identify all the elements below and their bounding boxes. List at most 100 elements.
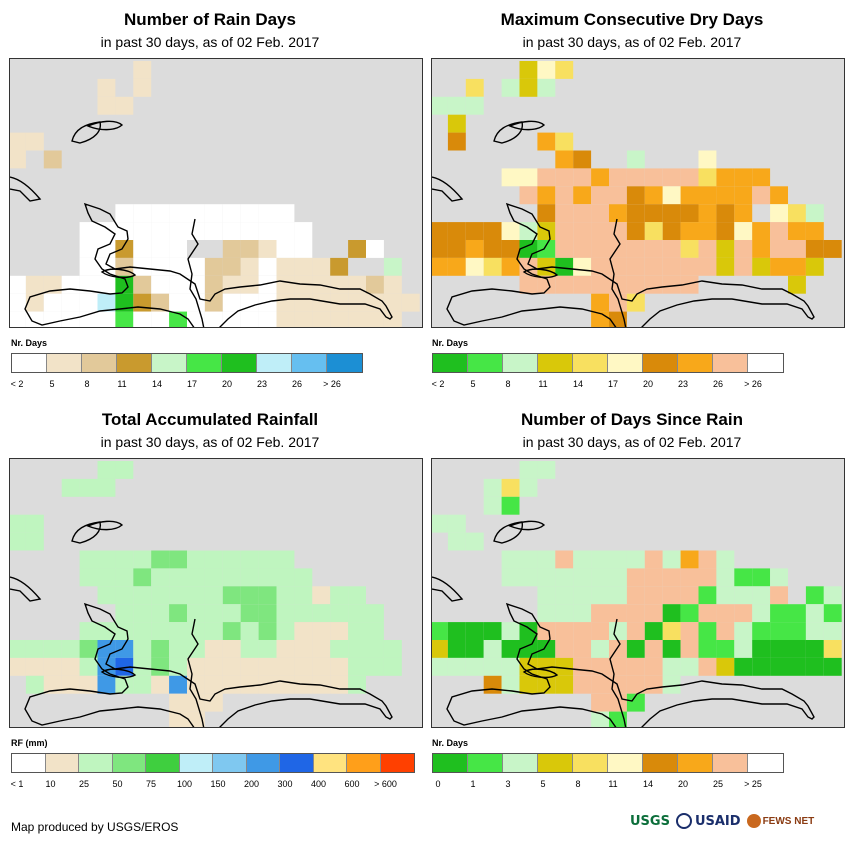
grid-cell: [169, 222, 187, 240]
legend-swatch: [573, 754, 608, 772]
legend-label: 1: [470, 779, 476, 789]
grid-cell: [240, 240, 259, 258]
grid-cell: [133, 222, 152, 240]
grid-cell: [151, 640, 170, 658]
grid-cell: [591, 257, 609, 276]
grid-cell: [187, 693, 205, 712]
grid-cell: [312, 604, 331, 623]
grid-cell: [151, 622, 170, 640]
grid-cell: [222, 257, 241, 276]
grid-cell: [10, 657, 26, 676]
island-outline: [493, 521, 524, 544]
grid-cell: [151, 311, 170, 327]
grid-cell: [555, 186, 574, 205]
grid-cell: [752, 257, 771, 276]
grid-cell: [169, 657, 187, 676]
grid-cell: [240, 604, 259, 623]
grid-cell: [770, 240, 788, 258]
grid-cell: [204, 568, 223, 587]
grid-cell: [788, 275, 806, 294]
grid-cell: [716, 257, 735, 276]
grid-cell: [537, 78, 556, 97]
grid-cell: [537, 586, 556, 605]
grid-cell: [519, 186, 538, 205]
grid-cell: [626, 222, 645, 240]
grid-cell: [258, 622, 277, 640]
grid-cell: [626, 168, 645, 187]
grid-cell: [348, 240, 366, 258]
grid-cell: [432, 96, 448, 115]
grid-cell: [716, 550, 735, 569]
grid-cell: [734, 640, 753, 658]
grid-cell: [447, 240, 466, 258]
grid-cell: [133, 78, 152, 97]
grid-cell: [770, 186, 788, 205]
grid-cell: [10, 514, 26, 533]
logo-strip: USGS USAID FEWS NET: [630, 806, 844, 836]
grid-cell: [366, 311, 384, 327]
grid-cell: [662, 675, 681, 694]
grid-cell: [43, 640, 62, 658]
grid-cell: [537, 461, 556, 479]
grid-cell: [752, 568, 771, 587]
legend-label: 10: [45, 779, 56, 789]
grid-cell: [609, 550, 627, 569]
grid-cell: [383, 640, 402, 658]
grid-cell: [483, 675, 502, 694]
grid-cell: [501, 478, 520, 497]
grid-cell: [258, 311, 277, 327]
grid-cell: [61, 640, 80, 658]
grid-cell: [97, 461, 116, 479]
fews-globe-icon: [746, 814, 761, 828]
grid-cell: [10, 640, 26, 658]
legend-swatch: [503, 754, 538, 772]
legend-swatch: [643, 354, 678, 372]
grid-cell: [97, 275, 116, 294]
grid-cell: [752, 222, 771, 240]
grid-cell: [79, 240, 98, 258]
grid-cell: [133, 293, 152, 312]
grid-cell: [823, 586, 842, 605]
grid-cell: [662, 168, 681, 187]
map-days-since-rain: [431, 458, 845, 728]
grid-cell: [537, 61, 556, 79]
grid-cell: [644, 186, 663, 205]
grid-cell: [25, 275, 44, 294]
grid-cell: [151, 293, 170, 312]
grid-cell: [97, 293, 116, 312]
legend-swatch: [12, 354, 47, 372]
legend-swatch: [45, 754, 79, 772]
grid-cell: [169, 550, 187, 569]
legend-swatch: [538, 754, 573, 772]
legend-label: 8: [84, 379, 90, 389]
grid-cell: [483, 496, 502, 515]
legend-swatch: [468, 754, 503, 772]
grid-cell: [294, 657, 313, 676]
grid-cell: [366, 622, 384, 640]
legend-swatch: [213, 754, 247, 772]
grid-cell: [609, 222, 627, 240]
legend-swatch: [347, 754, 381, 772]
legend-label: 300: [277, 779, 293, 789]
grid-cell: [573, 240, 592, 258]
legend-label: 75: [145, 779, 157, 789]
grid-cell: [501, 657, 520, 676]
grid-cell: [276, 657, 295, 676]
grid-cell: [276, 604, 295, 623]
grid-cell: [169, 275, 187, 294]
grid-cell: [519, 622, 538, 640]
grid-cell: [151, 275, 170, 294]
grid-cell: [501, 550, 520, 569]
legend-swatch: [82, 354, 117, 372]
grid-cell: [222, 293, 241, 312]
gonave-island: [100, 268, 137, 279]
grid-cell: [465, 657, 484, 676]
grid-cell: [483, 222, 502, 240]
grid-cell: [240, 222, 259, 240]
grid-cell: [805, 657, 824, 676]
grid-cell: [348, 622, 366, 640]
grid-cell: [330, 293, 349, 312]
grid-cell: [680, 204, 699, 223]
grid-cell: [537, 132, 556, 151]
grid-cell: [312, 257, 331, 276]
